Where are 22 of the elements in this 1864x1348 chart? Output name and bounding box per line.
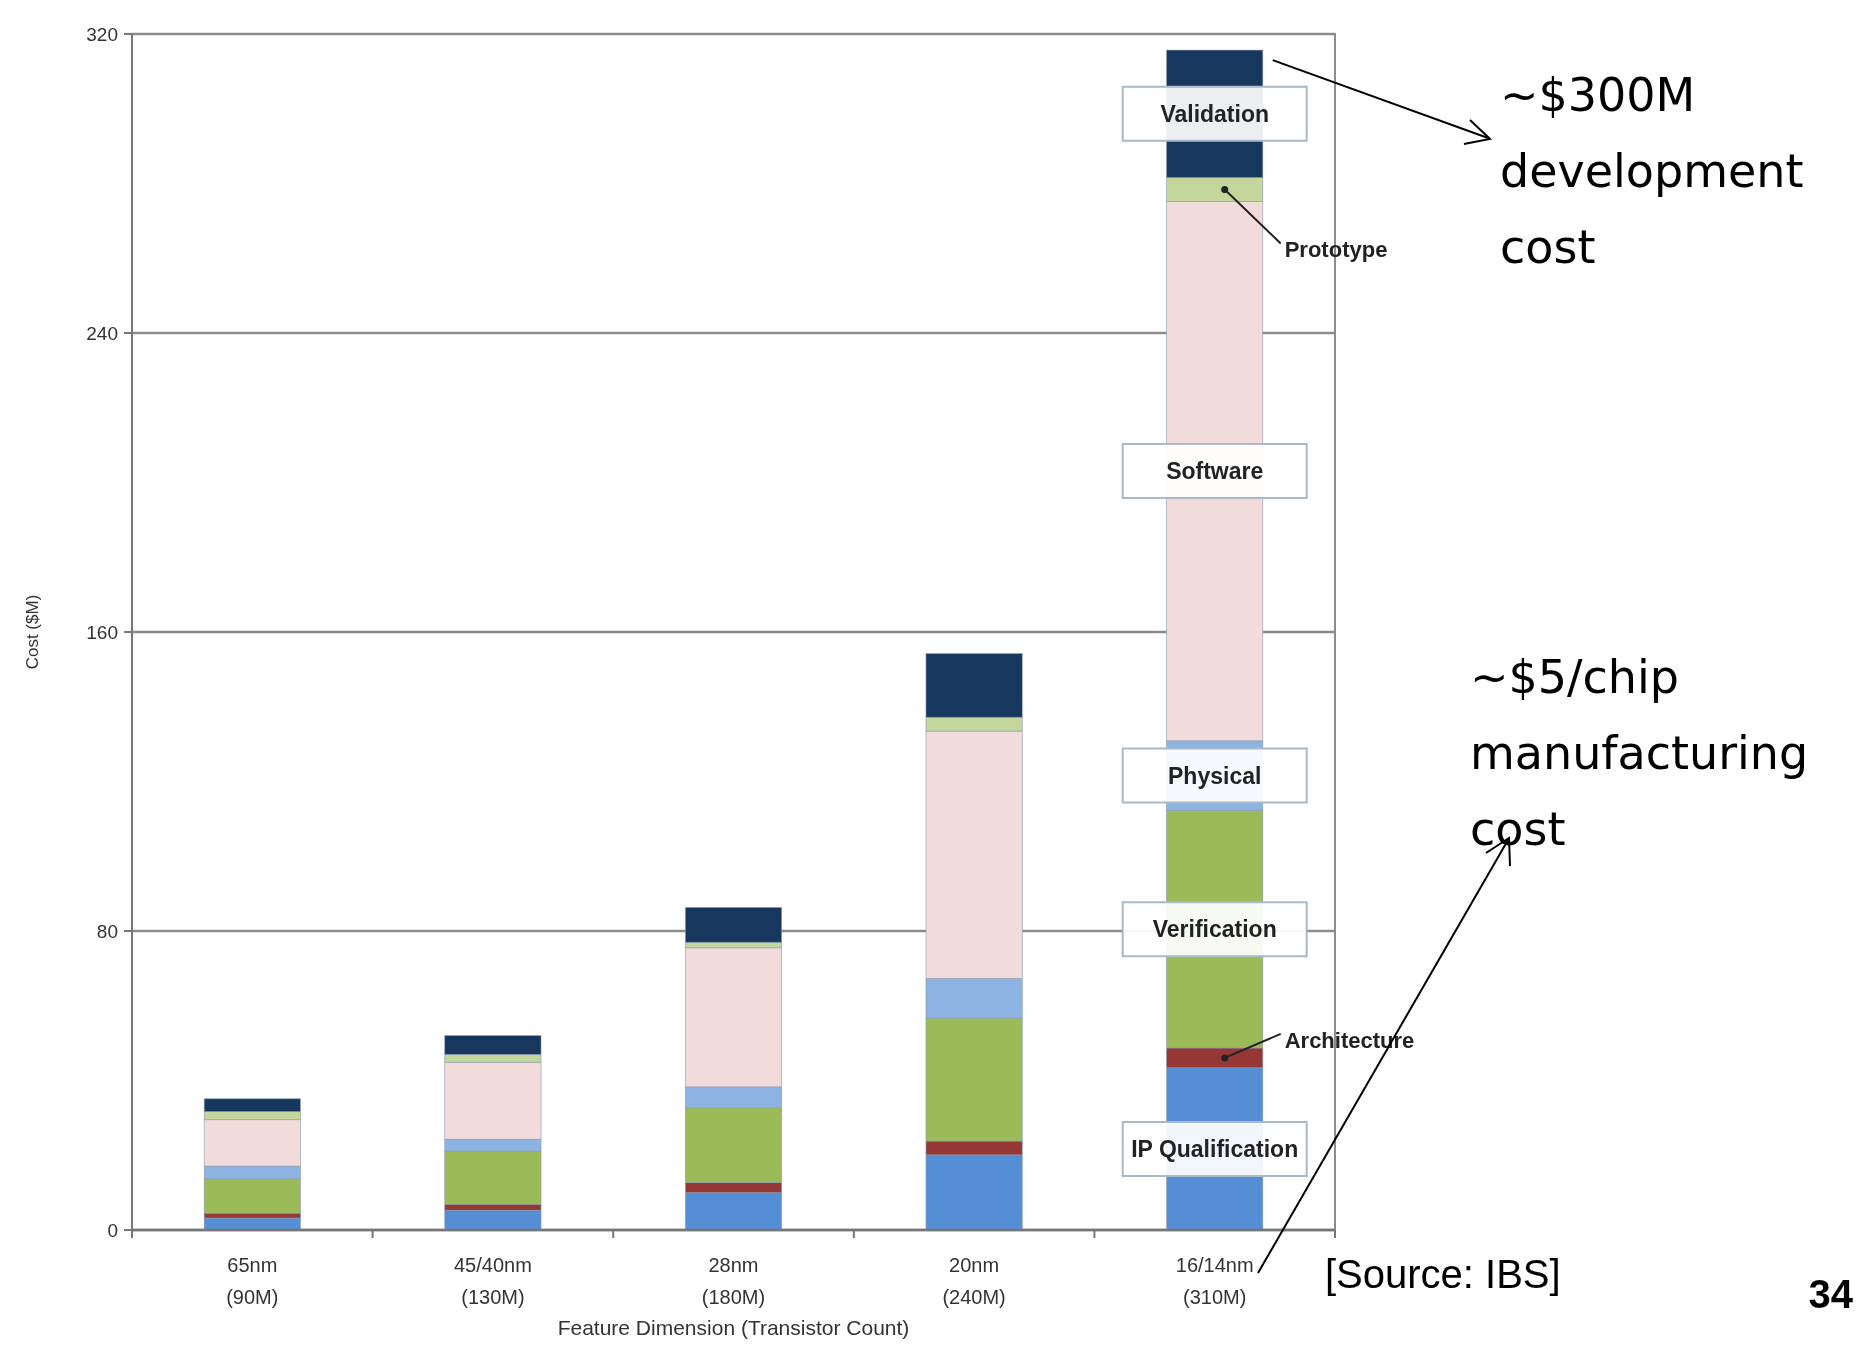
y-tick-label: 0	[107, 1219, 118, 1241]
series-label: Software	[1166, 458, 1264, 485]
series-label: Verification	[1152, 916, 1277, 943]
x-tick-label: 65nm (90M)	[226, 1254, 279, 1308]
y-tick-label: 80	[96, 920, 118, 942]
x-tick-label: 16/14nm (310M)	[1175, 1254, 1254, 1308]
x-tick-label: 20nm (240M)	[942, 1254, 1006, 1308]
text: ~$5/chip manufacturing cost	[1470, 650, 1809, 856]
y-tick-label: 160	[86, 621, 118, 643]
series-label: Physical	[1168, 762, 1262, 789]
series-label: IP Qualification	[1131, 1135, 1299, 1162]
text: 34	[1808, 1272, 1854, 1316]
y-tick-label: 320	[86, 23, 118, 45]
y-axis-title: Cost ($M)	[23, 594, 42, 670]
y-tick-label: 240	[86, 322, 118, 344]
x-axis-title: Feature Dimension (Transistor Count)	[557, 1316, 910, 1340]
text: [Source: IBS]	[1325, 1252, 1561, 1296]
series-label: Validation	[1160, 100, 1270, 127]
text: ~$300M development cost	[1500, 68, 1804, 274]
x-tick-label: 28nm (180M)	[701, 1254, 766, 1308]
x-tick-label: 45/40nm (130M)	[453, 1254, 532, 1308]
series-label: Prototype	[1284, 237, 1388, 263]
